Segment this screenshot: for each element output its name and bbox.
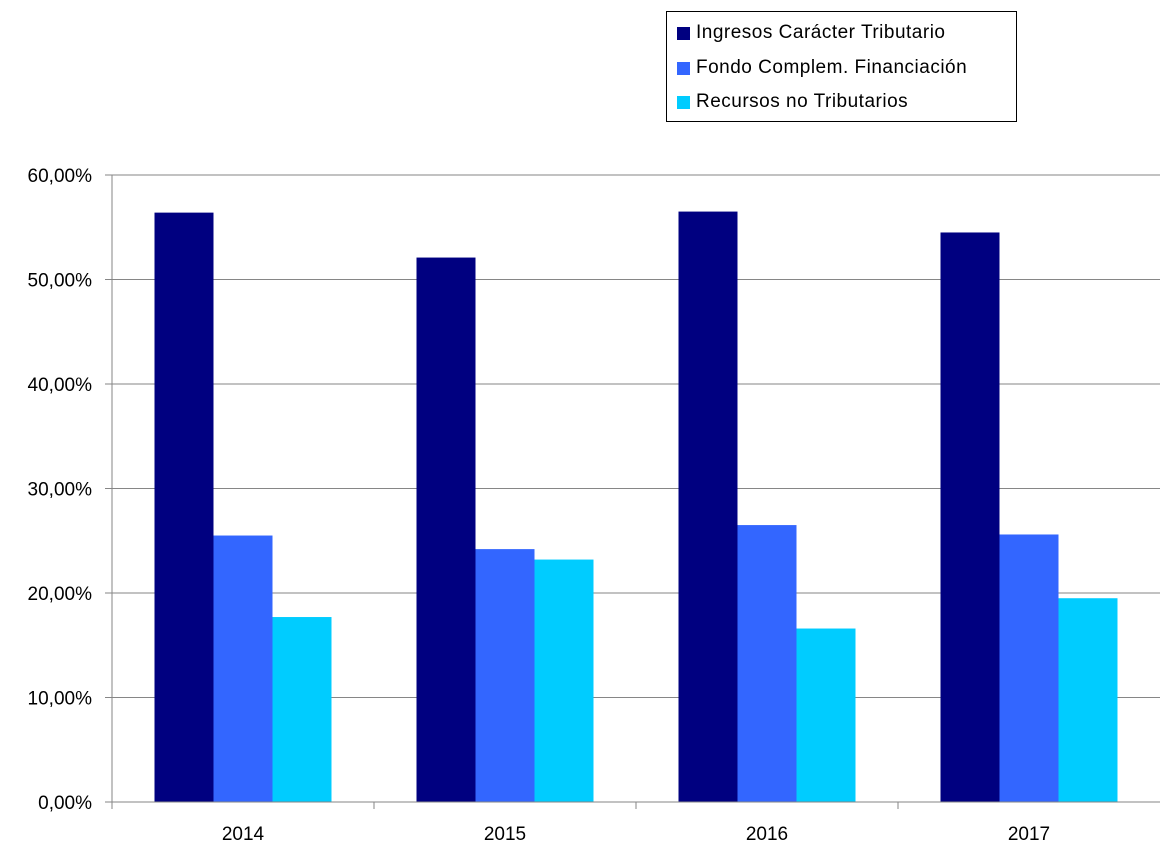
bar-2014-series-1 (154, 212, 214, 802)
bar-2014-series-3 (272, 617, 332, 802)
bar-2016-series-1 (678, 211, 738, 802)
legend-swatch-series-3 (677, 95, 690, 109)
x-tick-label-2016: 2016 (746, 824, 788, 845)
y-tick-label: 50,00% (28, 271, 93, 292)
legend-label-series-3: Recursos no Tributarios (696, 91, 909, 112)
bar-2014-series-2 (213, 535, 273, 802)
bar-2015-series-2 (475, 549, 535, 802)
bar-2017-series-1 (940, 232, 1000, 803)
y-tick-label: 0,00% (38, 793, 92, 814)
y-tick-label: 10,00% (28, 689, 93, 710)
bar-2017-series-3 (1058, 598, 1118, 802)
x-tick-label-2017: 2017 (1008, 824, 1050, 845)
legend-swatch-series-2 (677, 61, 690, 75)
legend-item-series-2: Fondo Complem. Financiación (677, 52, 967, 84)
bar-2016-series-3 (796, 628, 856, 802)
y-tick-label: 40,00% (28, 375, 93, 396)
y-tick-label: 60,00% (28, 166, 93, 187)
x-tick-label-2014: 2014 (222, 824, 265, 845)
legend-item-series-3: Recursos no Tributarios (677, 86, 908, 118)
legend-label-series-2: Fondo Complem. Financiación (696, 57, 968, 78)
legend-item-series-1: Ingresos Carácter Tributario (677, 17, 946, 49)
bar-2017-series-2 (999, 534, 1059, 802)
x-tick-label-2015: 2015 (484, 824, 526, 845)
y-tick-label: 20,00% (28, 584, 93, 605)
axes: 0,00% 10,00% 20,00% 30,00% 40,00% 50,00% 60,00… (28, 166, 1160, 845)
legend: Ingresos Carácter Tributario Fondo Compl… (666, 11, 1017, 122)
bar-2016-series-2 (737, 525, 797, 802)
bars (154, 211, 1118, 803)
legend-swatch-series-1 (677, 26, 690, 40)
legend-label-series-1: Ingresos Carácter Tributario (696, 22, 946, 43)
bar-2015-series-3 (534, 559, 594, 802)
bar-2015-series-1 (416, 257, 476, 802)
y-tick-label: 30,00% (28, 480, 93, 501)
